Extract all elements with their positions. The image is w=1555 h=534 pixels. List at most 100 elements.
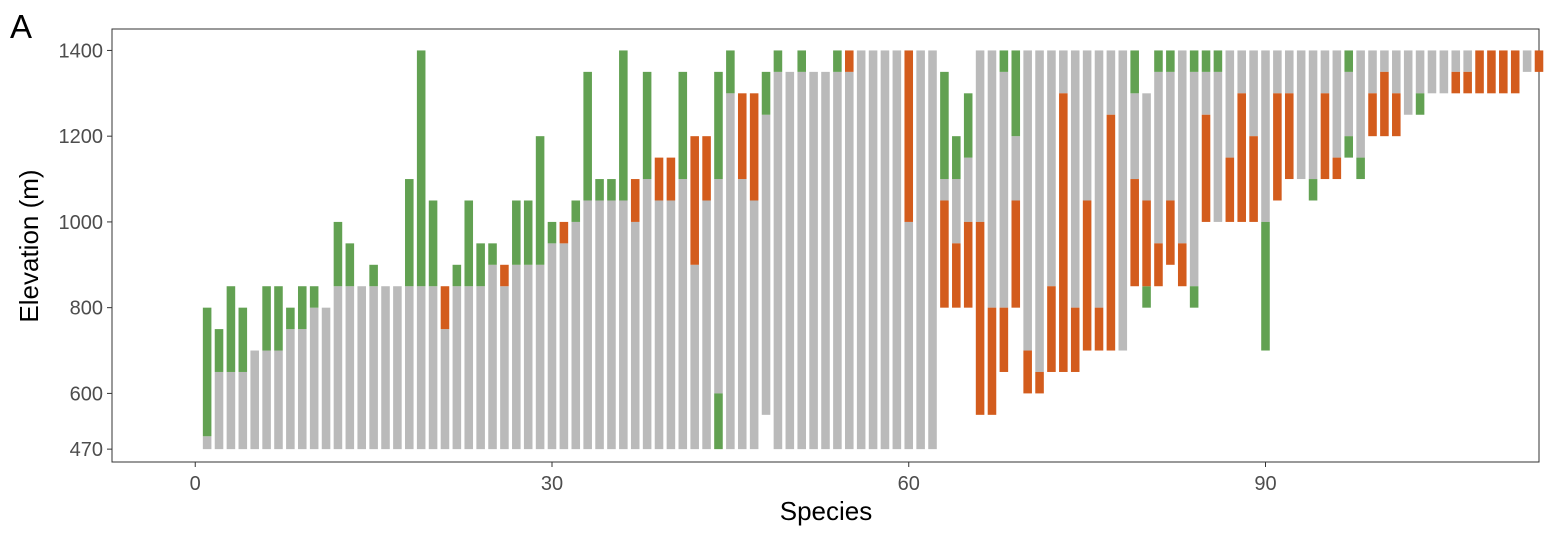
bar-segment-species-105-gray: [1439, 50, 1449, 94]
bar-segment-species-39-orange: [654, 157, 664, 201]
bar-segment-species-15-gray: [369, 286, 378, 450]
bar-segment-species-69-gray: [1011, 136, 1021, 201]
bar-segment-species-13-green: [345, 243, 355, 287]
bar-segment-species-27-green: [512, 200, 521, 265]
bar-segment-species-52-gray: [809, 71, 818, 450]
bar-segment-species-110-orange: [1499, 50, 1508, 94]
panel-label: A: [10, 8, 33, 45]
bar-segment-species-73-gray: [1059, 50, 1068, 94]
bar-segment-species-88-orange: [1237, 93, 1246, 222]
bar-segment-species-13-gray: [345, 286, 355, 450]
bar-segment-species-2-gray: [214, 371, 224, 450]
bar-segment-species-21-gray: [440, 329, 450, 450]
bar-segment-species-93-gray: [1296, 50, 1306, 180]
bar-segment-species-19-green: [416, 50, 426, 287]
bar-segment-species-14-gray: [357, 286, 366, 450]
bar-segment-species-66-orange: [975, 221, 985, 415]
bar-segment-species-57-gray: [868, 50, 878, 450]
bar-segment-species-31-orange: [559, 221, 569, 244]
bar-segment-species-62-gray: [928, 50, 937, 450]
bar-segment-species-101-orange: [1392, 93, 1401, 137]
bar-segment-species-84-gray: [1189, 71, 1199, 287]
bar-segment-species-43-gray: [702, 200, 711, 450]
bar-segment-species-88-gray: [1237, 50, 1246, 94]
bar-segment-species-16-gray: [381, 286, 390, 450]
bar-segment-species-99-gray: [1368, 50, 1377, 94]
bar-segment-species-29-gray: [535, 264, 545, 450]
bar-segment-species-111-orange: [1510, 50, 1520, 94]
bar-segment-species-84-green2: [1189, 50, 1199, 72]
bar-segment-species-40-orange: [666, 157, 676, 201]
bar-segment-species-103-gray: [1415, 50, 1425, 94]
bar-segment-species-55-orange: [845, 50, 854, 72]
bar-segment-species-97-gray: [1344, 71, 1354, 137]
bar-segment-species-89-orange: [1249, 136, 1258, 222]
bar-segment-species-95-orange: [1320, 93, 1330, 180]
bar-segment-species-54-green: [833, 50, 842, 72]
x-axis-title: Species: [780, 496, 873, 526]
bar-segment-species-44-green: [714, 393, 723, 450]
bar-segment-species-33-green: [583, 71, 592, 201]
bar-segment-species-81-green: [1154, 50, 1163, 72]
bar-segment-species-22-gray: [452, 286, 462, 450]
bar-segment-species-43-orange: [702, 136, 711, 201]
bar-segment-species-37-gray: [630, 221, 640, 450]
bar-segment-species-90-gray: [1261, 50, 1270, 222]
bar-segment-species-103-green: [1415, 93, 1425, 115]
bar-segment-species-1-green: [202, 307, 212, 437]
bar-segment-species-96-orange: [1332, 157, 1342, 180]
y-tick-label: 470: [70, 439, 103, 461]
bar-segment-species-48-gray: [761, 114, 771, 415]
bar-segment-species-49-green: [773, 50, 783, 72]
bar-segment-species-97-green2: [1344, 50, 1354, 72]
bar-segment-species-65-orange: [963, 221, 973, 308]
bar-segment-species-104-gray: [1427, 50, 1437, 94]
x-tick-label: 60: [898, 473, 920, 495]
bar-segment-species-31-gray: [559, 243, 569, 450]
bar-segment-species-70-gray: [1023, 50, 1032, 351]
bar-segment-species-94-green: [1308, 179, 1318, 201]
bar-segment-species-85-orange: [1201, 114, 1211, 222]
x-tick-label: 0: [190, 473, 201, 495]
bar-segment-species-26-gray: [500, 286, 509, 450]
bar-segment-species-4-gray: [238, 371, 248, 450]
bar-segment-species-85-green: [1201, 50, 1211, 72]
bar-segment-species-89-gray: [1249, 50, 1258, 137]
bar-segment-species-71-orange: [1035, 371, 1044, 394]
bar-segment-species-10-gray: [309, 307, 319, 450]
bar-segment-species-28-green: [523, 200, 533, 265]
bar-segment-species-53-gray: [821, 71, 830, 450]
bar-segment-species-35-green: [607, 179, 616, 201]
bar-segment-species-108-orange: [1475, 50, 1484, 94]
bar-segment-species-107-orange: [1463, 71, 1472, 94]
bar-segment-species-68-orange: [999, 307, 1009, 372]
bar-segment-species-80-green: [1142, 286, 1151, 308]
bar-segment-species-97-green: [1344, 136, 1354, 158]
bar-segment-species-98-gray: [1356, 50, 1365, 158]
bar-segment-species-84-green: [1189, 286, 1199, 308]
bar-segment-species-63-gray: [940, 179, 949, 201]
bar-segment-species-10-green: [309, 286, 319, 308]
bar-segment-species-80-orange: [1142, 200, 1151, 287]
bar-segment-species-95-gray: [1320, 50, 1330, 94]
bar-segment-species-46-orange: [737, 93, 747, 180]
bar-segment-species-38-gray: [642, 179, 652, 450]
y-axis: 470 600 800 1000 1200 1400: [59, 40, 112, 461]
bar-segment-species-83-orange: [1177, 243, 1187, 287]
bar-segment-species-12-green: [333, 221, 343, 287]
bar-segment-species-2-green: [214, 329, 224, 372]
bar-segment-species-86-green: [1213, 50, 1223, 72]
bar-segment-species-42-gray: [690, 264, 699, 450]
bar-segment-species-79-gray: [1130, 93, 1139, 180]
bar-segment-species-7-gray: [274, 350, 283, 450]
bar-segment-species-82-orange: [1166, 200, 1175, 265]
bar-segment-species-47-orange: [749, 93, 759, 201]
bar-segment-species-12-gray: [333, 286, 343, 450]
bar-segment-species-64-gray: [952, 179, 961, 244]
bar-segment-species-32-green: [571, 200, 581, 222]
bar-segment-species-87-orange: [1225, 157, 1235, 222]
bar-segment-species-9-green: [297, 286, 307, 330]
bar-segment-species-30-gray: [547, 243, 557, 450]
bar-segment-species-82-gray: [1166, 71, 1175, 201]
bar-segment-species-107-gray: [1463, 50, 1472, 72]
